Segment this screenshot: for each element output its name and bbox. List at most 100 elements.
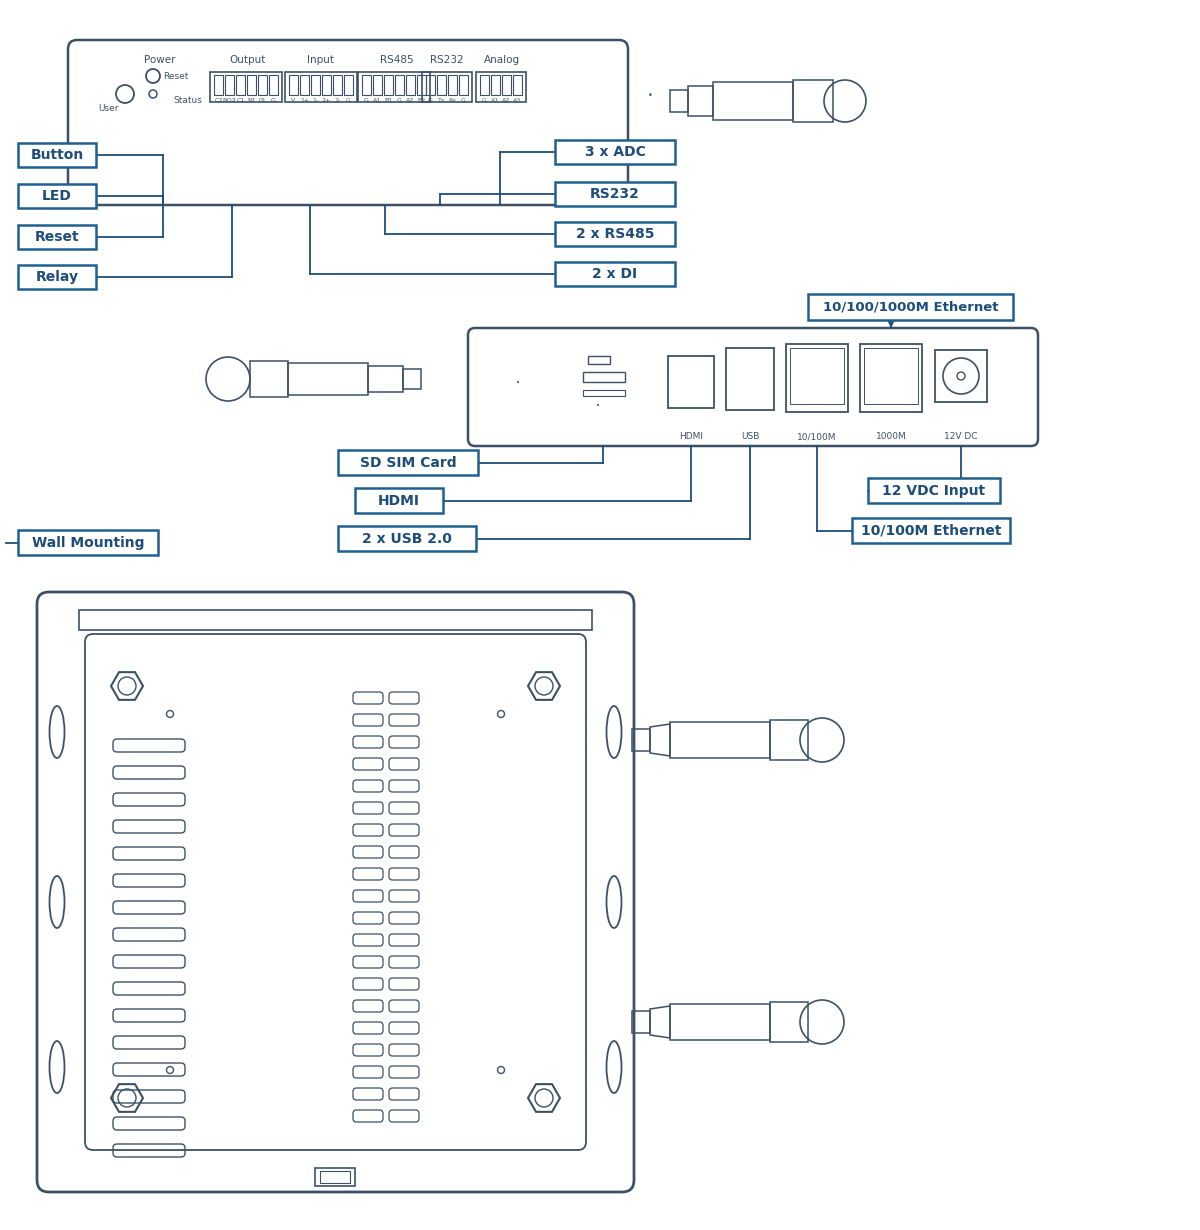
Text: NO2: NO2 [223,98,236,103]
Bar [422,73,472,102]
Bar [226,75,234,95]
Text: RS485: RS485 [380,55,414,65]
Bar [668,355,714,408]
Bar [368,367,403,392]
Text: G: G [397,98,402,103]
Bar [554,262,674,287]
Bar [808,294,1013,320]
Text: 2 x USB 2.0: 2 x USB 2.0 [362,531,452,545]
Text: 12V DC: 12V DC [944,432,978,442]
Text: 1+: 1+ [300,98,310,103]
Text: 10/100M: 10/100M [797,432,836,442]
Bar [250,360,288,397]
Text: 3 x ADC: 3 x ADC [584,145,646,159]
Bar [320,1171,350,1183]
Bar [286,73,358,102]
Bar [288,363,368,395]
Bar [670,722,770,758]
Bar [236,75,245,95]
Bar [18,184,96,208]
Bar [395,75,404,95]
Bar [790,348,844,403]
Bar [860,344,922,412]
Text: A3: A3 [514,98,522,103]
Bar [688,86,713,116]
Text: 10/100/1000M Ethernet: 10/100/1000M Ethernet [823,300,998,314]
Text: G: G [271,98,276,103]
Bar [554,140,674,164]
Bar [670,90,688,112]
Bar [713,82,793,121]
Text: 1000M: 1000M [876,432,906,442]
Text: B1: B1 [384,98,392,103]
Bar [214,75,223,95]
Bar [289,75,298,95]
Text: Button: Button [30,148,84,162]
Bar [322,75,331,95]
Text: 2 x DI: 2 x DI [593,267,637,280]
Bar [786,344,848,412]
Bar [384,75,394,95]
Bar [868,478,1000,503]
Text: A1: A1 [492,98,499,103]
Text: •: • [648,91,653,100]
Text: 2 x RS485: 2 x RS485 [576,228,654,241]
Text: C2: C2 [215,98,223,103]
Bar [300,75,310,95]
Bar [406,75,415,95]
Text: Input: Input [306,55,334,65]
Bar [632,1011,650,1033]
Text: C1: C1 [236,98,245,103]
Text: G: G [482,98,487,103]
Text: G: G [428,98,433,103]
Bar [210,73,282,102]
Bar [726,348,774,410]
Text: Output: Output [230,55,266,65]
Bar [338,526,476,551]
Text: G: G [346,98,350,103]
Bar [18,264,96,289]
Text: Status: Status [173,96,202,105]
Bar [632,729,650,752]
Bar [770,1002,808,1042]
Text: B2: B2 [418,98,426,103]
Text: A2: A2 [503,98,511,103]
Bar [355,488,443,513]
Bar [670,1004,770,1041]
Bar [362,75,371,95]
Text: Rx: Rx [449,98,456,103]
Text: Relay: Relay [36,271,78,284]
Bar [426,75,436,95]
Bar [18,225,96,248]
Bar [583,371,625,383]
Bar [554,221,674,246]
Bar [334,75,342,95]
Text: 01: 01 [259,98,266,103]
Bar [935,351,986,402]
Text: User: User [97,105,119,113]
Bar [588,355,610,364]
Bar [852,518,1010,542]
Text: Power: Power [144,55,175,65]
Bar [793,80,833,122]
Text: 2-: 2- [335,98,341,103]
Text: 2+: 2+ [322,98,331,103]
Text: SD SIM Card: SD SIM Card [360,455,456,470]
Bar [512,75,522,95]
Bar [314,1168,355,1186]
Bar [583,390,625,396]
Text: A1: A1 [373,98,382,103]
Text: •: • [516,380,520,386]
Bar [18,143,96,167]
Bar [476,73,526,102]
Bar [448,75,457,95]
Text: V: V [292,98,295,103]
Bar [458,75,468,95]
Text: •: • [596,403,600,410]
Bar [344,75,353,95]
Bar [437,75,446,95]
Bar [358,73,430,102]
Text: G: G [461,98,466,103]
Bar [373,75,382,95]
Text: G: G [364,98,368,103]
